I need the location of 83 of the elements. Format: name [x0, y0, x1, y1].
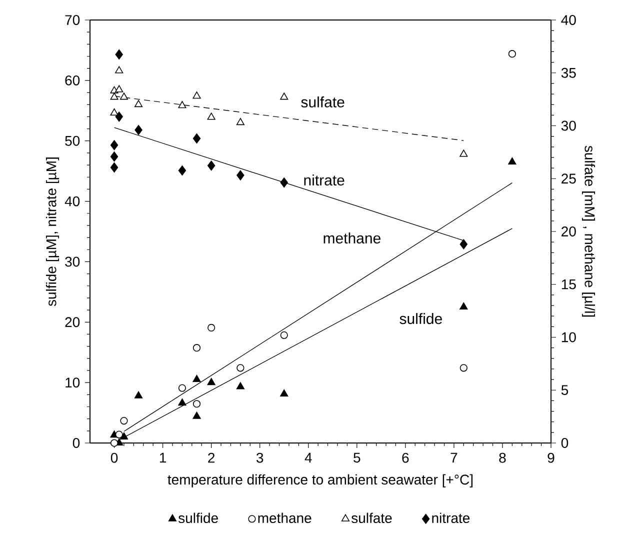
legend-label: sulfate	[352, 512, 392, 524]
x-tick-label: 2	[208, 452, 215, 463]
point	[207, 160, 216, 171]
point	[460, 302, 468, 310]
point	[178, 398, 186, 406]
y2-tick-label: 20	[562, 226, 576, 236]
point	[508, 50, 516, 58]
point	[280, 389, 288, 397]
point	[134, 100, 143, 108]
point	[192, 374, 201, 382]
point	[120, 416, 128, 425]
annotation: methane	[324, 232, 380, 244]
point	[134, 391, 143, 398]
point	[115, 49, 123, 60]
point	[192, 412, 201, 419]
point	[110, 140, 118, 150]
x-tick-label: 5	[354, 452, 360, 463]
point	[192, 344, 201, 352]
y-tick-label: 10	[66, 378, 80, 388]
y2-tick-label: 30	[561, 120, 576, 131]
point	[280, 178, 288, 188]
legend-label: nitrate	[432, 512, 470, 524]
point	[178, 165, 186, 176]
x-tick-label: 1	[160, 452, 166, 462]
y2-tick-label: 0	[561, 438, 568, 448]
point	[236, 364, 244, 372]
point	[192, 400, 201, 408]
point	[280, 92, 288, 100]
y2-axis-title: sulfate [mM] , methane [µl/l]	[582, 146, 596, 317]
y2-tick-label: 5	[561, 385, 568, 396]
point	[110, 439, 118, 447]
point	[192, 133, 201, 144]
y2-tick-label: 40	[561, 15, 576, 25]
point	[110, 152, 118, 162]
annotation: nitrate	[304, 174, 344, 186]
point	[207, 112, 216, 120]
point	[115, 112, 123, 122]
point	[236, 170, 244, 180]
point	[115, 430, 123, 438]
point	[460, 239, 468, 250]
x-tick-label: 9	[548, 452, 554, 463]
legend-label: methane	[258, 512, 312, 524]
point	[110, 162, 118, 172]
annotation: sulfate	[301, 96, 344, 108]
y2-tick-label: 25	[562, 174, 576, 184]
x-tick-label: 3	[256, 452, 264, 463]
point	[134, 124, 142, 135]
y-tick-label: 0	[72, 438, 80, 448]
point	[178, 384, 186, 392]
point	[208, 324, 216, 332]
y-tick-label: 70	[65, 15, 80, 25]
y-axis-title: sulfide [µM], nitrate [µM]	[46, 158, 60, 306]
x-tick-label: 0	[110, 452, 118, 463]
point	[280, 331, 288, 339]
point	[236, 382, 244, 390]
x-tick-label: 8	[499, 452, 506, 463]
point	[115, 66, 124, 74]
y-tick-label: 20	[65, 317, 80, 328]
annotation: sulfide	[400, 313, 442, 324]
point	[120, 432, 128, 440]
x-axis-title: temperature difference to ambient seawater [+°C]	[168, 474, 473, 488]
point	[192, 92, 201, 99]
x-tick-label: 6	[402, 452, 409, 463]
y2-tick-label: 15	[562, 279, 576, 290]
point	[110, 108, 118, 116]
point	[460, 364, 468, 372]
y-tick-label: 60	[65, 75, 80, 86]
point	[178, 101, 186, 108]
point	[120, 92, 128, 100]
x-tick-label: 7	[450, 452, 458, 462]
point	[207, 378, 216, 386]
y-tick-label: 30	[65, 256, 80, 267]
legend-label: sulfide	[178, 512, 218, 524]
y-tick-label: 40	[64, 196, 80, 206]
point	[115, 85, 124, 92]
x-tick-label: 4	[304, 452, 312, 462]
point	[508, 157, 516, 165]
y2-tick-label: 10	[562, 332, 576, 342]
point	[460, 150, 468, 157]
y-tick-label: 50	[65, 136, 80, 146]
y2-tick-label: 35	[561, 68, 576, 78]
point	[236, 118, 244, 126]
point	[110, 92, 118, 100]
